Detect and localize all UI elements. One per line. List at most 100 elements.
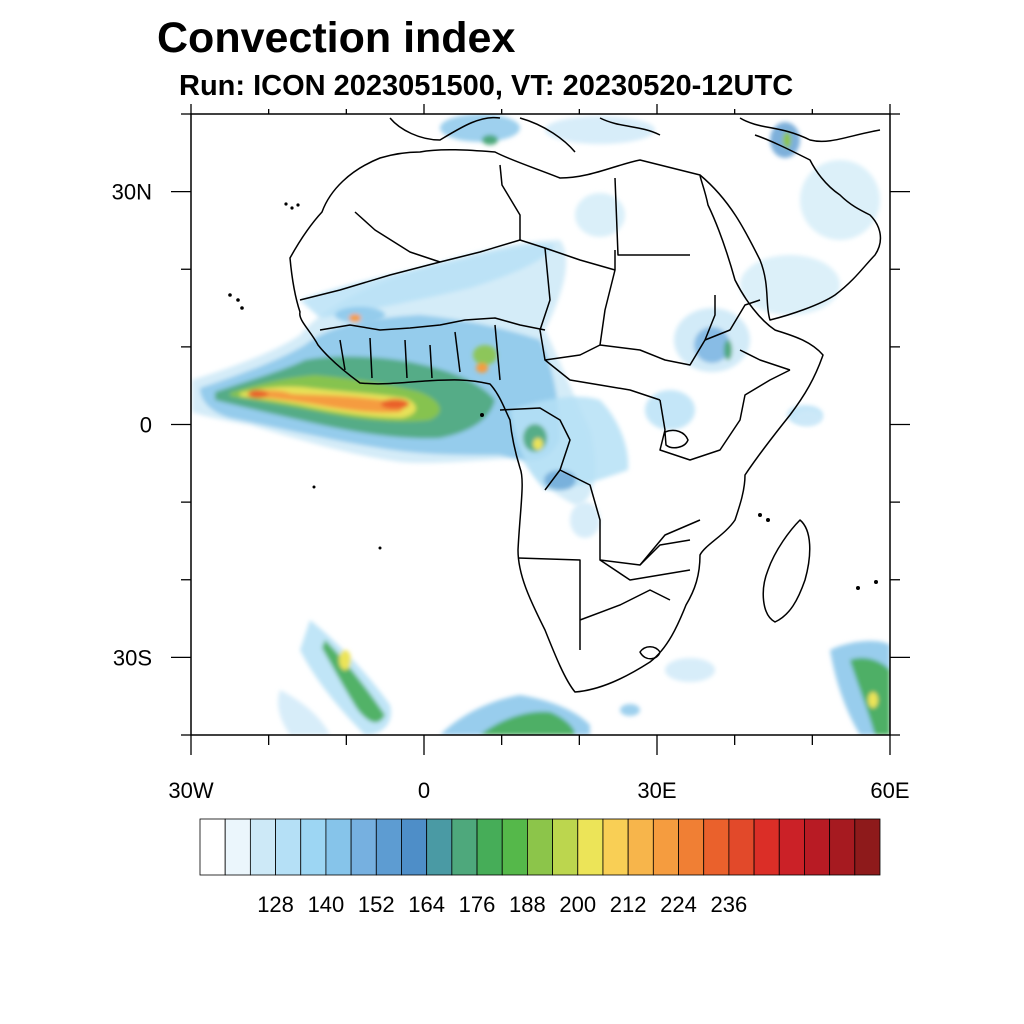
congo-yellow <box>533 438 543 450</box>
ethiopia-mid <box>694 327 730 363</box>
madagascar <box>762 519 811 623</box>
cape-verde-3 <box>240 306 244 310</box>
colorbar-swatch <box>249 818 276 876</box>
colorbar-swatch <box>527 818 553 876</box>
lat-label: 30S <box>113 645 152 670</box>
canary-island-1 <box>284 202 288 206</box>
colorbar-swatch <box>426 818 453 876</box>
colorbar-swatch <box>476 818 503 876</box>
colorbar-swatch <box>678 818 705 876</box>
sahel-cell-1 <box>335 307 385 323</box>
sahel-cell-2 <box>349 314 361 322</box>
mediterranean-north <box>389 116 881 153</box>
border-algeria-libya <box>499 164 521 240</box>
colorbar-swatch <box>854 818 881 876</box>
agulhas-cells <box>620 704 640 716</box>
congo-convection <box>510 396 629 538</box>
mauritius <box>856 586 860 590</box>
lat-label: 30N <box>112 180 152 205</box>
med-cells-1 <box>440 114 520 142</box>
colorbar-swatch <box>375 818 402 876</box>
colorbar-swatch <box>224 818 251 876</box>
arabia-cells <box>740 255 840 315</box>
north-convection <box>440 114 800 237</box>
axis-labels: 30N 0 30S 30W 0 30E 60E <box>112 180 910 803</box>
colorbar-swatch <box>501 818 528 876</box>
colorbar-swatch <box>728 818 755 876</box>
colorbar-tick-label: 152 <box>358 892 395 917</box>
border-sahel-north <box>299 239 616 301</box>
colorbar-swatch <box>829 818 856 876</box>
colorbar-swatch <box>401 818 428 876</box>
axis-ticks <box>171 104 910 755</box>
sahel-outer <box>300 244 555 318</box>
lon-label: 30W <box>168 778 213 803</box>
bioko <box>480 413 484 417</box>
sahel-cell-4 <box>476 363 488 373</box>
plume-orange <box>248 390 404 413</box>
colorbar-swatch <box>300 818 327 876</box>
colorbar-swatch <box>577 818 604 876</box>
cape-verde-1 <box>228 293 232 297</box>
comoros-1 <box>758 513 762 517</box>
sahel-cell-3 <box>473 345 497 365</box>
congo-blue-2 <box>544 470 576 490</box>
border-sudan-south <box>599 295 716 366</box>
congo-south <box>570 502 600 538</box>
colorbar-tick-label: 212 <box>610 892 647 917</box>
border-central <box>499 359 661 491</box>
southern-convection <box>278 410 890 735</box>
colorbar-tick-label: 164 <box>408 892 445 917</box>
equatorial-plume <box>192 240 595 505</box>
africa-coastline <box>289 148 824 693</box>
sahara-cells <box>575 193 625 237</box>
colorbar-tick-label: 224 <box>660 892 697 917</box>
colorbar-swatch <box>552 818 579 876</box>
sahel-band <box>300 244 555 373</box>
lesotho <box>639 646 661 660</box>
colorbar-swatch <box>652 818 679 876</box>
colorbar-swatch <box>804 818 831 876</box>
colorbar-tick-label: 128 <box>257 892 294 917</box>
sw-indian-yellow <box>868 692 878 708</box>
border-east-africa <box>659 369 791 461</box>
reunion <box>874 580 878 584</box>
islands <box>228 202 878 590</box>
lon-label: 0 <box>418 778 430 803</box>
canary-island-2 <box>290 206 294 210</box>
ethiopia-core <box>724 340 732 360</box>
east-africa-convection <box>645 160 880 430</box>
border-libya-egypt <box>614 177 690 256</box>
convection-field <box>192 114 890 735</box>
south-atlantic-band-2 <box>278 690 330 735</box>
plume-core <box>248 390 268 398</box>
colorbar-tick-labels: 128 140 152 164 176 188 200 212 224 236 <box>257 892 747 917</box>
south-atlantic-band-green <box>322 640 385 723</box>
madagascar-south-cells <box>665 658 715 682</box>
border-southern-africa <box>517 519 701 650</box>
coastlines-and-borders <box>289 116 882 693</box>
colorbar-swatch <box>451 818 478 876</box>
colorbar-swatch <box>753 818 780 876</box>
colorbar-swatch <box>275 818 302 876</box>
colorbar-swatch <box>325 818 352 876</box>
colorbar-tick-label: 236 <box>711 892 748 917</box>
lon-label: 30E <box>637 778 676 803</box>
map-title: Convection index <box>157 14 516 62</box>
turkey-core <box>783 132 791 148</box>
lake-victoria <box>664 429 689 449</box>
colorbar <box>199 818 881 876</box>
arabia-coast <box>699 134 882 321</box>
lat-label: 0 <box>140 413 152 438</box>
border-west-africa <box>319 317 546 331</box>
cape-verde-2 <box>236 298 240 302</box>
colorbar-tick-label: 200 <box>559 892 596 917</box>
border-morocco-algeria <box>354 211 441 263</box>
st-helena <box>378 546 382 550</box>
mozambique-channel-cells <box>794 410 822 426</box>
colorbar-swatch <box>703 818 730 876</box>
colorbar-swatch <box>778 818 805 876</box>
comoros-2 <box>766 518 770 522</box>
south-atlantic-yellow <box>339 650 351 670</box>
